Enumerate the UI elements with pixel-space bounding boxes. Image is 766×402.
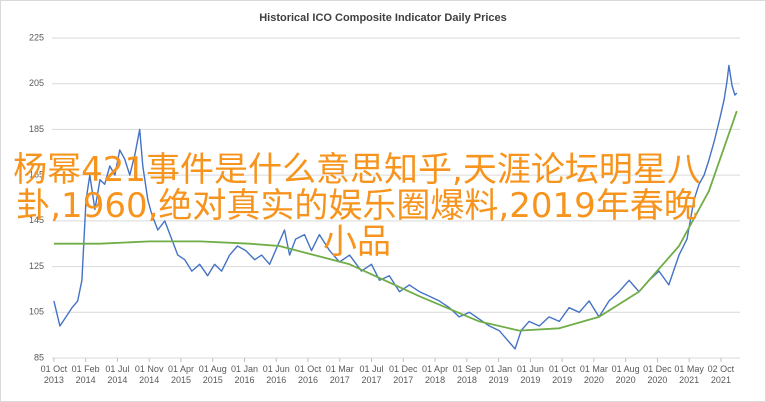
overlay-text: 杨幂421事件是什么意思知乎,天涯论坛明星八卦,1960,绝对真实的娱乐圈爆料,… (13, 150, 701, 262)
y-tick-label: 185 (29, 124, 44, 134)
y-tick-label: 205 (29, 78, 44, 88)
x-tick-label: 02 Oct 2021 (707, 364, 735, 385)
y-tick-label: 85 (34, 352, 44, 362)
x-tick-label: 01 Oct 2016 (294, 364, 322, 385)
chart-title: Historical ICO Composite Indicator Daily… (259, 12, 507, 24)
x-tick-label: 01 Apr 2015 (167, 364, 194, 385)
x-tick-label: 01 May 2021 (674, 364, 704, 385)
x-tick-label: 01 Feb 2014 (71, 364, 100, 385)
y-tick-label: 165 (29, 170, 44, 180)
x-tick-label: 01 Jan 2016 (230, 364, 258, 385)
x-tick-label: 01 Jul 2017 (359, 364, 384, 385)
x-tick-label: 01 Jun 2016 (262, 364, 290, 385)
x-tick-label: 01 Dec 2020 (643, 364, 672, 385)
x-tick-label: 01 Aug 2020 (611, 364, 640, 385)
y-tick-label: 105 (29, 307, 44, 317)
y-tick-label: 225 (29, 32, 44, 42)
x-tick-label: 01 Aug 2015 (198, 364, 227, 385)
y-tick-label: 125 (29, 261, 44, 271)
x-tick-label: 01 Dec 2017 (389, 364, 418, 385)
x-tick-label: 01 Mar 2017 (325, 364, 354, 385)
x-tick-label: 01 Oct 2019 (548, 364, 576, 385)
x-tick-label: 01 Jun 2019 (516, 364, 544, 385)
x-tick-label: 01 Jul 2014 (105, 364, 130, 385)
x-tick-label: 01 Jan 2019 (485, 364, 513, 385)
series-line (53, 110, 738, 332)
x-tick-label: 01 Nov 2014 (134, 364, 164, 385)
x-tick-label: 01 Oct 2013 (40, 364, 68, 385)
y-tick-label: 145 (29, 215, 44, 225)
x-tick-label: 01 Apr 2018 (422, 364, 449, 385)
x-tick-label: 01 Sep 2018 (452, 364, 482, 385)
x-tick-label: 01 Mar 2020 (579, 364, 608, 385)
